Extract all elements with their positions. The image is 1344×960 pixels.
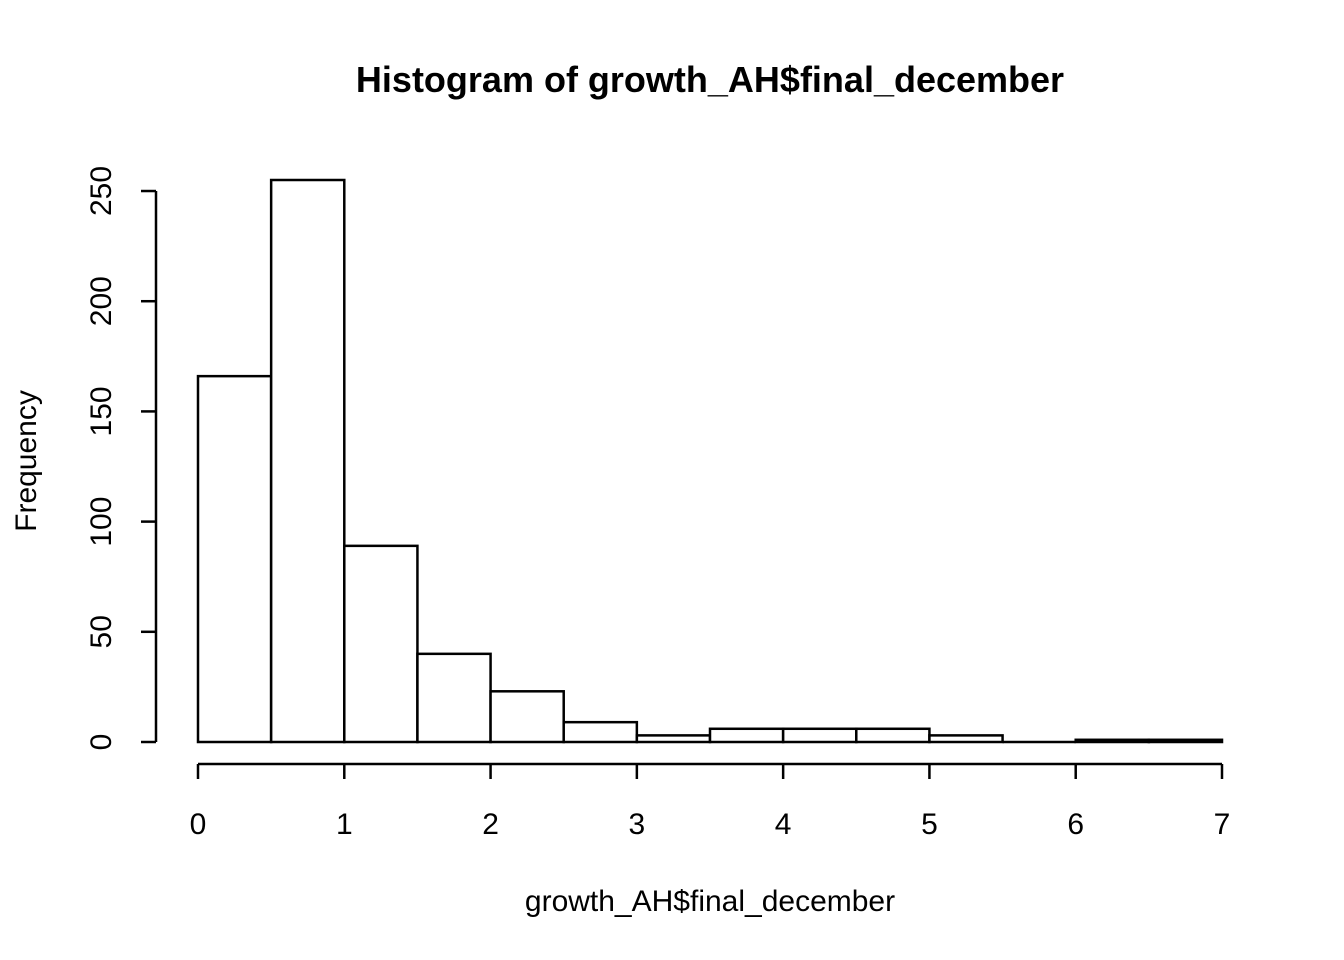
histogram-bar-12	[1074, 738, 1151, 744]
histogram-bar-3	[416, 652, 492, 744]
histogram-bar-8	[781, 727, 858, 744]
histogram-bar-7	[708, 727, 785, 744]
chart-title: Histogram of growth_AH$final_december	[356, 59, 1064, 100]
x-tick-label: 1	[336, 808, 353, 841]
histogram-bar-0	[196, 374, 273, 744]
histogram-bar-5	[562, 720, 639, 744]
x-tick-label: 3	[629, 808, 646, 841]
histogram-bar-4	[489, 690, 565, 744]
x-tick-label: 6	[1067, 808, 1084, 841]
y-tick-label: 250	[85, 166, 118, 216]
histogram-bar-6	[635, 734, 712, 744]
y-tick-label: 150	[85, 386, 118, 436]
x-tick-label: 5	[921, 808, 938, 841]
histogram-bar-13	[1147, 738, 1224, 744]
x-tick-label: 2	[482, 808, 499, 841]
y-tick-label: 200	[85, 276, 118, 326]
histogram-bar-2	[343, 544, 419, 744]
x-tick-label: 7	[1214, 808, 1231, 841]
y-tick-label: 50	[85, 615, 118, 648]
x-tick-label: 4	[775, 808, 792, 841]
x-axis: 0 1 2 3 4 5 6 7	[190, 762, 1231, 841]
y-tick-label: 100	[85, 497, 118, 547]
x-tick-label: 0	[190, 808, 207, 841]
y-axis: 0 50 100 150 200 250	[85, 166, 158, 751]
x-axis-label: growth_AH$final_december	[525, 885, 895, 918]
histogram-bars	[196, 178, 1224, 744]
histogram-bar-1	[269, 178, 346, 744]
y-axis-label: Frequency	[10, 390, 43, 532]
histogram-bar-10	[928, 734, 1004, 744]
y-tick-label: 0	[85, 734, 118, 751]
histogram-bar-9	[855, 727, 931, 744]
